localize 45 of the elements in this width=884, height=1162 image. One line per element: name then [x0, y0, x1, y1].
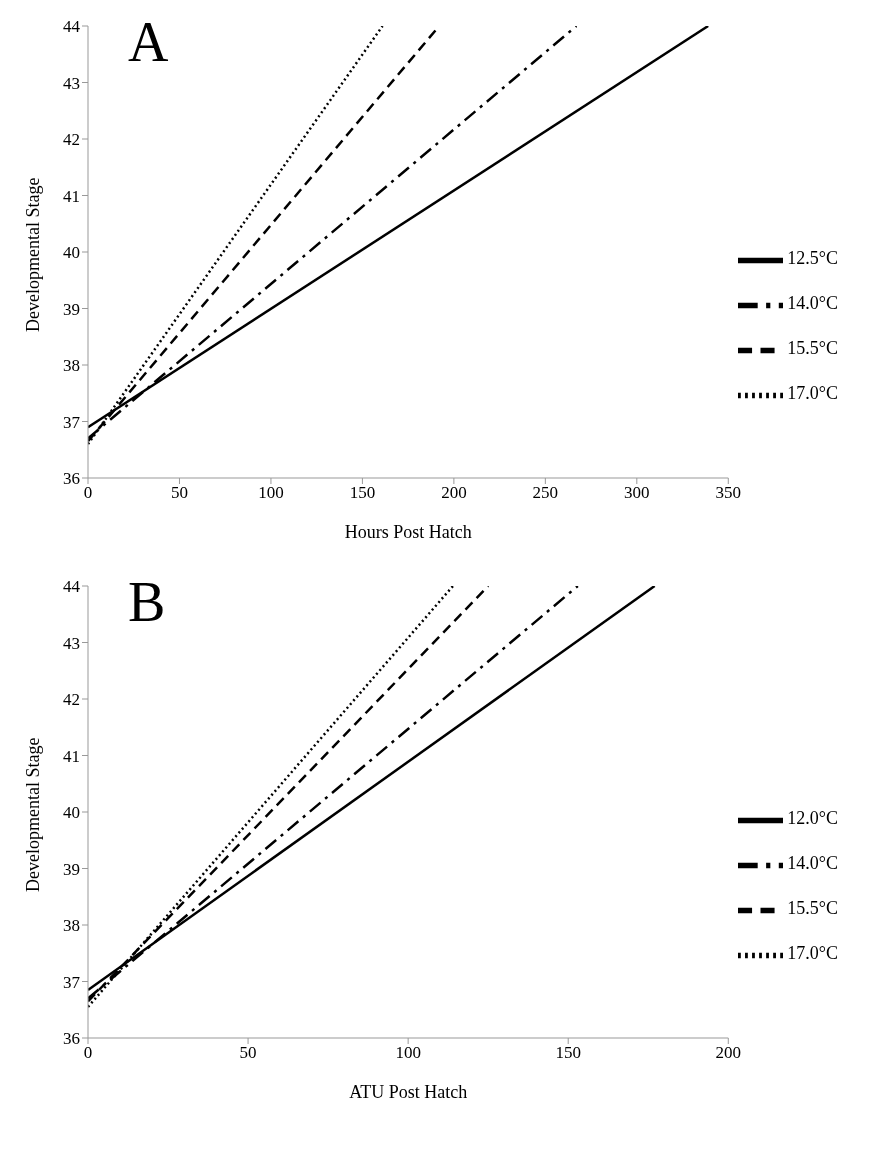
y-tick-label: 39: [63, 859, 80, 879]
y-tick-label: 42: [63, 690, 80, 710]
chart-title: A: [128, 10, 169, 74]
y-tick-label: 40: [63, 803, 80, 823]
legend-label: 17.0°C: [787, 943, 838, 964]
x-tick-label: 250: [532, 483, 559, 503]
y-tick-label: 44: [63, 577, 81, 597]
y-tick-label: 36: [63, 1029, 80, 1049]
y-tick-label: 39: [63, 299, 80, 319]
y-tick-label: 37: [63, 972, 81, 992]
y-tick-label: 43: [63, 73, 80, 93]
x-tick-label: 50: [239, 1043, 257, 1063]
legend-label: 14.0°C: [787, 293, 838, 314]
y-axis-title: Developmental Stage: [23, 177, 44, 332]
x-tick-label: 50: [170, 483, 188, 503]
legend-label: 17.0°C: [787, 383, 838, 404]
y-tick-label: 36: [63, 469, 80, 489]
x-tick-label: 150: [555, 1043, 581, 1063]
x-tick-label: 0: [83, 1043, 93, 1063]
legend-label: 15.5°C: [787, 898, 838, 919]
legend-label: 14.0°C: [787, 853, 838, 874]
legend-label: 12.0°C: [787, 808, 838, 829]
x-tick-label: 0: [83, 483, 93, 503]
y-tick-label: 44: [63, 17, 81, 37]
x-tick-label: 350: [715, 483, 742, 503]
legend-label: 15.5°C: [787, 338, 838, 359]
x-tick-label: 100: [395, 1043, 421, 1063]
chart-title: B: [128, 570, 166, 634]
x-tick-label: 100: [258, 483, 284, 503]
y-axis-title: Developmental Stage: [23, 737, 44, 892]
y-tick-label: 42: [63, 130, 80, 150]
y-tick-label: 38: [63, 916, 80, 936]
x-tick-label: 200: [715, 1043, 742, 1063]
y-tick-label: 41: [63, 746, 80, 766]
x-tick-label: 150: [349, 483, 376, 503]
y-tick-label: 37: [63, 412, 81, 432]
y-tick-label: 41: [63, 186, 80, 206]
legend-label: 12.5°C: [787, 248, 838, 269]
x-axis-title: ATU Post Hatch: [349, 1082, 468, 1102]
x-tick-label: 200: [441, 483, 467, 503]
y-tick-label: 43: [63, 633, 80, 653]
y-tick-label: 40: [63, 243, 80, 263]
y-tick-label: 38: [63, 356, 80, 376]
x-axis-title: Hours Post Hatch: [344, 522, 472, 542]
x-tick-label: 300: [624, 483, 650, 503]
